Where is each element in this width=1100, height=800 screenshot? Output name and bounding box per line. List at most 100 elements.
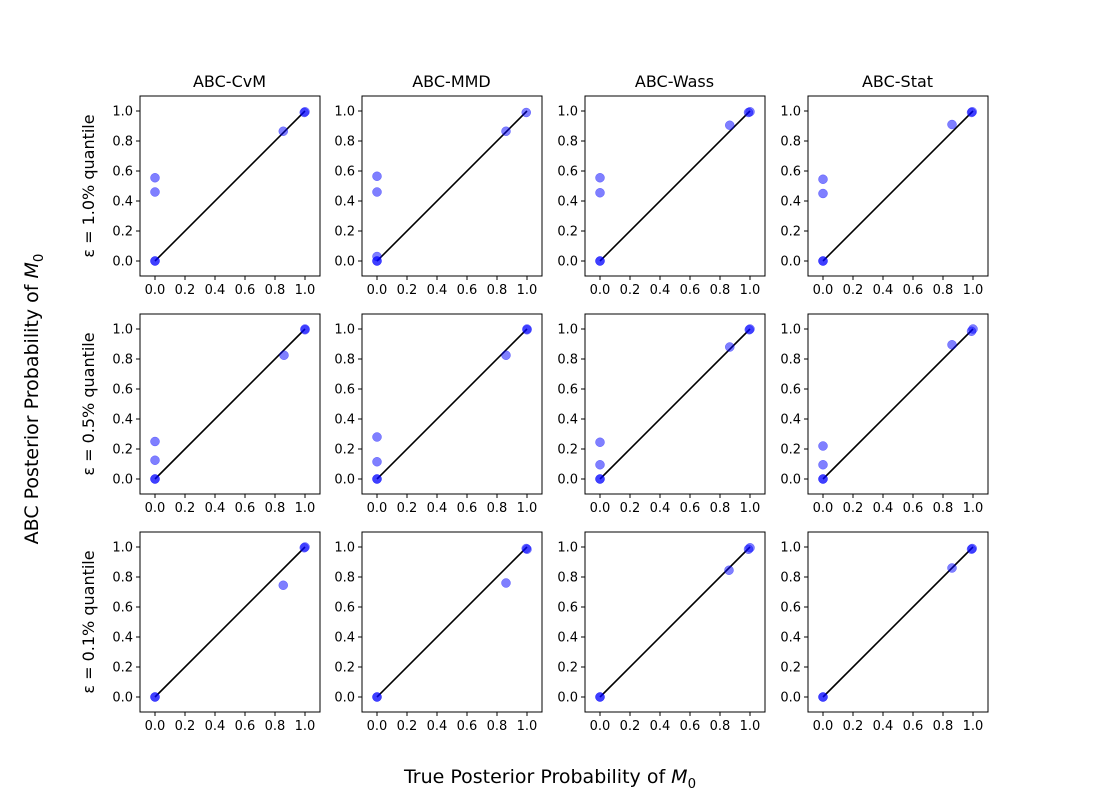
x-tick-label: 1.0 <box>517 501 538 516</box>
y-tick-label: 0.0 <box>780 473 801 488</box>
subplot-r0-c2: 0.0 0.0 0.2 0.2 0.4 0.4 0.6 0.6 0.8 0.8 1.0 1.0 <box>557 95 766 298</box>
x-tick-label: 0.8 <box>265 501 286 516</box>
y-tick-label: 0.0 <box>112 473 133 488</box>
scatter-point <box>501 126 511 136</box>
subplot-r2-c3: 0.0 0.0 0.2 0.2 0.4 0.4 0.6 0.6 0.8 0.8 1.0 1.0 <box>780 531 989 734</box>
scatter-point <box>595 460 605 470</box>
x-tick-label: 0.8 <box>487 283 508 298</box>
scatter-point <box>279 350 289 360</box>
y-tick-label: 0.6 <box>112 601 133 616</box>
y-tick-label: 1.0 <box>557 323 578 338</box>
y-tick-label: 0.2 <box>112 661 133 676</box>
identity-line <box>599 110 751 262</box>
y-tick-label: 0.8 <box>780 571 801 586</box>
x-tick-label: 0.4 <box>427 719 448 734</box>
y-tick-label: 1.0 <box>112 105 133 120</box>
y-tick-label: 0.0 <box>112 255 133 270</box>
x-tick-label: 0.6 <box>457 283 478 298</box>
y-tick-label: 1.0 <box>334 105 355 120</box>
x-tick-label: 0.8 <box>710 283 731 298</box>
scatter-point <box>372 474 382 484</box>
scatter-point <box>818 692 828 702</box>
x-tick-label: 1.0 <box>295 719 316 734</box>
x-tick-label: 0.6 <box>903 283 924 298</box>
subplot-r2-c1: 0.0 0.0 0.2 0.2 0.4 0.4 0.6 0.6 0.8 0.8 1.0 1.0 <box>334 531 543 734</box>
x-tick-label: 0.2 <box>397 501 418 516</box>
figure-x-label-subscript: 0 <box>687 776 697 792</box>
x-tick-label: 1.0 <box>517 719 538 734</box>
scatter-point <box>818 256 828 266</box>
subplot-r1-c3: 0.0 0.0 0.2 0.2 0.4 0.4 0.6 0.6 0.8 0.8 1.0 1.0 <box>780 313 989 516</box>
identity-line <box>376 110 528 262</box>
figure-x-label-text: True Posterior Probability of <box>403 766 672 788</box>
x-tick-label: 0.4 <box>427 501 448 516</box>
y-tick-label: 0.4 <box>557 413 578 428</box>
y-tick-label: 0.4 <box>112 195 133 210</box>
x-tick-label: 0.6 <box>903 501 924 516</box>
y-tick-label: 0.0 <box>780 691 801 706</box>
x-tick-label: 0.6 <box>457 501 478 516</box>
y-tick-label: 0.2 <box>112 225 133 240</box>
y-tick-label: 0.6 <box>112 165 133 180</box>
y-tick-label: 0.6 <box>780 165 801 180</box>
x-tick-label: 0.0 <box>367 283 388 298</box>
scatter-point <box>947 119 957 130</box>
x-tick-label: 0.8 <box>265 719 286 734</box>
scatter-point <box>501 350 511 360</box>
x-tick-label: 1.0 <box>963 283 984 298</box>
x-tick-label: 1.0 <box>963 719 984 734</box>
x-tick-label: 0.8 <box>487 501 508 516</box>
y-tick-label: 1.0 <box>780 105 801 120</box>
x-tick-label: 0.6 <box>680 501 701 516</box>
scatter-point <box>745 107 755 117</box>
x-tick-label: 0.8 <box>487 719 508 734</box>
y-tick-label: 0.2 <box>780 661 801 676</box>
scatter-point <box>372 171 382 181</box>
x-tick-label: 0.2 <box>843 501 864 516</box>
x-tick-label: 0.6 <box>235 719 256 734</box>
subplot-r1-c2: 0.0 0.0 0.2 0.2 0.4 0.4 0.6 0.6 0.8 0.8 1.0 1.0 <box>557 313 766 516</box>
x-tick-label: 0.0 <box>813 719 834 734</box>
scatter-point <box>150 455 160 465</box>
scatter-point <box>967 543 977 554</box>
y-tick-label: 0.8 <box>112 571 133 586</box>
scatter-point <box>150 187 160 197</box>
scatter-point <box>300 325 310 335</box>
x-tick-label: 0.0 <box>145 283 166 298</box>
y-tick-label: 1.0 <box>112 323 133 338</box>
y-tick-label: 0.2 <box>557 225 578 240</box>
scatter-point <box>372 187 382 197</box>
y-tick-label: 0.0 <box>557 255 578 270</box>
y-tick-label: 1.0 <box>112 541 133 556</box>
column-title-cvm: ABC-CvM <box>192 72 267 91</box>
x-tick-label: 0.4 <box>427 283 448 298</box>
y-tick-label: 0.6 <box>780 383 801 398</box>
y-tick-label: 0.4 <box>334 631 355 646</box>
x-tick-label: 0.8 <box>710 501 731 516</box>
y-tick-label: 0.6 <box>112 383 133 398</box>
x-tick-label: 0.2 <box>175 283 196 298</box>
scatter-point <box>299 543 309 553</box>
x-tick-label: 0.2 <box>620 501 641 516</box>
y-tick-label: 1.0 <box>780 323 801 338</box>
scatter-point <box>745 543 755 553</box>
y-tick-label: 1.0 <box>780 541 801 556</box>
y-tick-label: 0.2 <box>557 661 578 676</box>
subplot-r1-c1: 0.0 0.0 0.2 0.2 0.4 0.4 0.6 0.6 0.8 0.8 1.0 1.0 <box>334 313 543 516</box>
x-tick-label: 0.4 <box>873 719 894 734</box>
y-tick-label: 0.4 <box>557 631 578 646</box>
x-tick-label: 0.0 <box>590 283 611 298</box>
scatter-point <box>150 692 160 702</box>
y-tick-label: 0.0 <box>334 255 355 270</box>
scatter-point <box>595 692 605 702</box>
scatter-point <box>818 441 828 451</box>
y-tick-label: 0.4 <box>334 195 355 210</box>
x-tick-label: 0.2 <box>843 283 864 298</box>
scatter-point <box>521 107 531 118</box>
scatter-point <box>522 325 532 335</box>
figure-x-label: True Posterior Probability of M0 <box>0 766 1100 792</box>
y-tick-label: 0.4 <box>557 195 578 210</box>
x-tick-label: 0.4 <box>873 283 894 298</box>
scatter-point <box>947 563 957 573</box>
